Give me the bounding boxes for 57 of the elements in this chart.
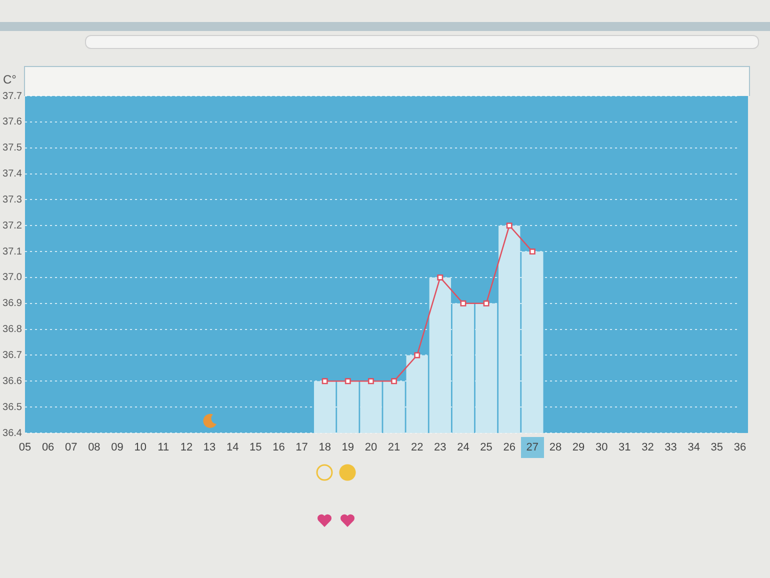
x-tick-label: 07 — [65, 442, 78, 454]
x-tick-label: 27 — [526, 442, 539, 454]
point — [529, 248, 536, 255]
point — [322, 378, 328, 384]
x-tick-label: 30 — [595, 442, 608, 454]
y-tick-label: 36.9 — [2, 298, 22, 310]
x-tick-label: 26 — [503, 442, 516, 454]
y-tick-label: 37.6 — [2, 116, 22, 128]
x-tick-label: 20 — [364, 442, 378, 454]
y-axis-title: C° — [3, 72, 17, 86]
x-tick-label: 15 — [250, 442, 262, 454]
point — [368, 378, 374, 384]
x-tick-label: 25 — [480, 442, 492, 454]
x-tick-label: 35 — [710, 442, 724, 454]
point — [483, 300, 490, 306]
point — [414, 352, 420, 358]
x-tick-label: 18 — [318, 442, 331, 454]
x-tick-label: 14 — [226, 442, 239, 454]
y-tick-label: 36.5 — [2, 402, 22, 413]
point — [506, 222, 512, 229]
point — [460, 300, 466, 306]
y-tick-label: 37.4 — [2, 168, 22, 180]
x-tick-label: 11 — [158, 442, 170, 454]
x-tick-label: 31 — [618, 442, 631, 454]
y-tick-label: 36.6 — [2, 376, 22, 387]
point — [437, 274, 444, 280]
y-tick-label: 37.0 — [2, 272, 22, 284]
x-tick-label: 23 — [434, 442, 446, 454]
x-tick-label: 08 — [88, 442, 100, 454]
x-tick-label: 24 — [457, 442, 470, 454]
y-tick-label: 36.8 — [2, 324, 22, 336]
x-tick-label: 12 — [180, 442, 193, 454]
y-tick-label: 37.5 — [2, 142, 22, 154]
y-tick-label: 37.2 — [2, 220, 22, 232]
y-tick-label: 37.7 — [2, 90, 22, 102]
x-tick-label: 09 — [111, 442, 124, 454]
x-tick-label: 32 — [642, 442, 654, 454]
x-tick-label: 17 — [296, 442, 308, 454]
y-tick-label: 37.3 — [2, 194, 22, 206]
x-tick-label: 33 — [664, 442, 677, 454]
y-tick-label: 36.7 — [2, 350, 22, 361]
y-tick-label: 37.1 — [2, 246, 22, 258]
x-tick-label: 34 — [688, 442, 700, 454]
x-tick-label: 06 — [42, 442, 54, 454]
point — [344, 378, 351, 384]
x-tick-label: 16 — [272, 442, 285, 454]
x-tick-label: 22 — [410, 442, 424, 454]
x-tick-label: 21 — [388, 442, 400, 454]
x-tick-label: 05 — [18, 442, 32, 454]
x-tick-label: 19 — [342, 442, 354, 454]
x-tick-label: 13 — [203, 442, 216, 454]
x-tick-label: 28 — [549, 442, 562, 454]
x-tick-label: 29 — [572, 442, 585, 454]
point — [391, 378, 398, 384]
x-tick-label: 36 — [734, 442, 746, 454]
y-tick-label: 36.4 — [2, 428, 22, 439]
x-tick-label: 10 — [134, 442, 146, 454]
